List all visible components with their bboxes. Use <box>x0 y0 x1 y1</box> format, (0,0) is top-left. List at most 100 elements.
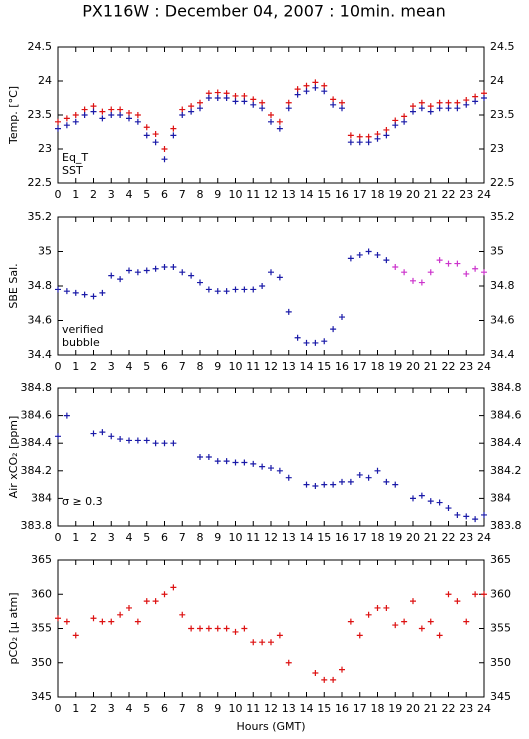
data-point <box>205 625 212 632</box>
data-point <box>232 459 239 466</box>
x-tick-label: 8 <box>197 531 204 544</box>
data-point <box>161 440 168 447</box>
data-point <box>161 146 168 152</box>
data-point <box>330 96 337 103</box>
data-point <box>445 99 452 106</box>
y-tick-label: 23.5 <box>28 108 53 121</box>
data-point <box>99 429 106 436</box>
y-tick-label: 35.2 <box>28 210 53 223</box>
data-point <box>445 505 452 512</box>
x-tick-label: 1 <box>72 531 79 544</box>
data-point <box>481 591 487 598</box>
data-point <box>197 454 203 460</box>
data-point <box>312 339 319 346</box>
data-point <box>481 95 487 101</box>
data-point <box>214 458 221 465</box>
x-tick-label: 9 <box>214 702 221 715</box>
x-tick-label: 14 <box>300 188 314 201</box>
annotation: σ ≥ 0.3 <box>62 495 103 508</box>
data-point <box>303 481 310 488</box>
data-point <box>436 632 443 639</box>
data-point <box>285 99 292 106</box>
data-point <box>347 132 354 139</box>
data-point <box>152 440 159 447</box>
y-tick-label: 35.2 <box>490 210 515 223</box>
data-point <box>418 279 425 286</box>
y-tick-label: 384.4 <box>21 436 53 449</box>
data-point <box>321 338 328 345</box>
data-point <box>197 99 203 106</box>
data-point <box>108 433 115 440</box>
y-tick-label: 23 <box>490 142 504 155</box>
x-tick-label: 2 <box>90 188 97 201</box>
data-point <box>356 632 363 639</box>
data-point <box>276 467 283 474</box>
data-point <box>454 99 461 106</box>
data-point <box>188 272 195 279</box>
data-point <box>294 334 301 341</box>
data-point <box>365 474 372 481</box>
data-point <box>170 584 177 591</box>
x-tick-label: 6 <box>161 188 168 201</box>
data-point <box>321 676 328 683</box>
y-axis-label: pCO₂ [μ atm] <box>7 592 20 664</box>
data-point <box>321 481 328 488</box>
x-tick-label: 24 <box>477 360 491 373</box>
data-point <box>108 112 115 118</box>
y-axis-label: Temp. [°C] <box>7 86 20 145</box>
data-point <box>161 264 168 271</box>
y-tick-label: 355 <box>490 622 511 635</box>
data-point <box>108 618 115 625</box>
x-tick-label: 24 <box>477 702 491 715</box>
data-point <box>134 112 141 118</box>
data-point <box>55 433 61 440</box>
data-point <box>454 105 461 112</box>
data-point <box>330 676 337 683</box>
data-point <box>161 156 168 163</box>
data-point <box>410 598 416 605</box>
data-point <box>401 269 408 276</box>
data-point <box>401 113 408 120</box>
data-point <box>418 105 425 112</box>
data-point <box>90 615 97 622</box>
y-tick-label: 384 <box>31 491 52 504</box>
y-tick-label: 384.8 <box>21 381 53 394</box>
y-axis-label: SBE Sal. <box>7 263 20 308</box>
data-point <box>427 618 434 625</box>
data-point <box>63 412 70 419</box>
x-tick-label: 10 <box>229 360 243 373</box>
data-point <box>259 105 266 112</box>
data-point <box>134 269 141 276</box>
data-point <box>454 511 461 518</box>
plot-frame <box>57 216 485 356</box>
y-tick-label: 383.8 <box>490 519 522 532</box>
x-tick-label: 18 <box>371 531 385 544</box>
data-point <box>90 103 97 110</box>
data-point <box>232 98 239 105</box>
x-tick-label: 13 <box>282 360 296 373</box>
data-point <box>445 105 452 112</box>
data-point <box>99 289 106 296</box>
x-tick-label: 13 <box>282 531 296 544</box>
data-point <box>63 288 70 295</box>
x-tick-label: 17 <box>353 188 367 201</box>
x-tick-label: 10 <box>229 531 243 544</box>
data-point <box>259 639 266 646</box>
x-tick-label: 11 <box>246 188 260 201</box>
data-point <box>383 126 390 133</box>
x-tick-label: 21 <box>424 188 438 201</box>
data-point <box>463 101 470 108</box>
data-point <box>410 495 416 502</box>
x-tick-label: 22 <box>442 531 456 544</box>
legend-label: bubble <box>62 336 100 349</box>
data-point <box>197 625 203 632</box>
data-point <box>170 125 177 132</box>
data-point <box>72 118 79 125</box>
y-tick-label: 35 <box>490 245 504 258</box>
data-point <box>250 286 257 293</box>
data-point <box>410 108 416 115</box>
data-point <box>285 659 292 666</box>
data-point <box>170 440 177 447</box>
data-point <box>223 458 230 465</box>
